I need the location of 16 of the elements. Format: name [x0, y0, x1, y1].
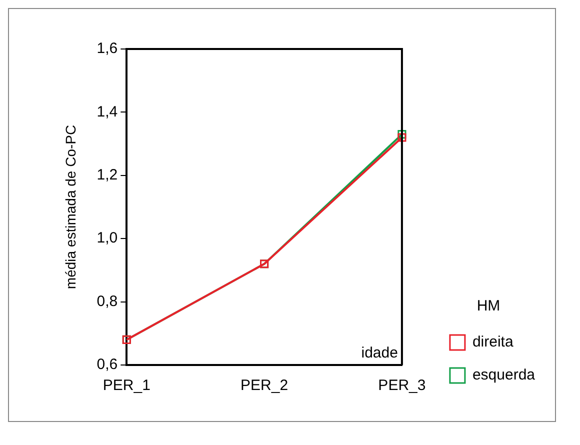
x-tick-label: PER_2 — [240, 377, 288, 394]
point — [398, 133, 406, 142]
x-tick-label: PER_1 — [102, 377, 150, 394]
x-tick-label: PER_3 — [378, 377, 426, 394]
y-tick-label: 1,2 — [96, 166, 118, 184]
legend-label: esquerda — [472, 366, 536, 384]
y-tick-label: 1,0 — [96, 230, 118, 247]
y-tick-label: 1,6 — [96, 40, 118, 58]
y-tick-label: 0,6 — [96, 356, 118, 374]
y-axis-title: média estimada de Co-PC — [62, 124, 78, 290]
y-tick-label: 1,4 — [96, 103, 118, 120]
y-tick-label: 0,8 — [96, 292, 118, 310]
legend-label: direita — [472, 334, 514, 351]
x-axis-title: idade — [361, 344, 398, 362]
point — [398, 130, 406, 139]
legend-title: HM — [476, 298, 500, 315]
